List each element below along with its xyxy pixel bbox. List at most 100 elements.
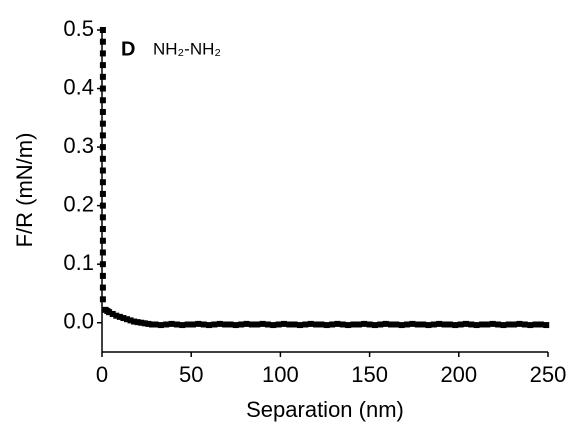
data-point (243, 320, 250, 327)
data-point (211, 321, 218, 328)
data-point (99, 179, 106, 186)
annotation: NH₂-NH₂ (153, 39, 221, 58)
data-point (195, 320, 202, 327)
data-point (457, 321, 464, 328)
data-point (99, 50, 106, 57)
data-point (532, 321, 539, 328)
data-point (99, 108, 106, 115)
data-point (270, 322, 277, 329)
data-point (168, 320, 175, 327)
data-point (264, 321, 271, 328)
data-point (297, 322, 304, 329)
data-point (500, 322, 507, 329)
data-point (99, 144, 106, 151)
y-tick-label: 0.3 (63, 133, 94, 158)
data-point (163, 321, 170, 328)
data-point (238, 321, 245, 328)
data-point (339, 321, 346, 328)
y-tick-label: 0.4 (63, 74, 94, 99)
data-point (527, 322, 534, 329)
data-point (179, 322, 186, 329)
data-point (157, 322, 164, 329)
data-point (113, 312, 120, 319)
data-point (216, 320, 223, 327)
data-point (152, 321, 159, 328)
data-point (286, 321, 293, 328)
data-point (99, 132, 106, 139)
data-point (99, 296, 106, 303)
data-point (99, 97, 106, 104)
x-axis-label: Separation (nm) (246, 397, 404, 422)
data-point (99, 73, 106, 80)
data-point (99, 261, 106, 268)
y-tick-label: 0.1 (63, 250, 94, 275)
y-tick-label: 0.5 (63, 16, 94, 41)
data-point (468, 321, 475, 328)
data-point (420, 321, 427, 328)
data-point (99, 249, 106, 256)
data-point (473, 322, 480, 329)
x-tick-label: 150 (351, 362, 388, 387)
data-point (414, 321, 421, 328)
data-point (441, 321, 448, 328)
data-point (478, 321, 485, 328)
data-point (206, 322, 213, 329)
data-point (489, 320, 496, 327)
data-point (99, 62, 106, 69)
data-point (382, 320, 389, 327)
data-point (495, 321, 502, 328)
y-axis-label: F/R (mN/m) (12, 133, 37, 248)
data-point (123, 316, 130, 323)
data-point (99, 202, 106, 209)
x-tick-label: 200 (440, 362, 477, 387)
x-tick-label: 250 (530, 362, 567, 387)
data-point (141, 320, 148, 327)
data-point (409, 320, 416, 327)
data-point (99, 214, 106, 221)
data-point (291, 321, 298, 328)
data-point (318, 321, 325, 328)
data-point (254, 321, 261, 328)
data-point (436, 320, 443, 327)
data-point (537, 321, 544, 328)
data-point (189, 321, 196, 328)
data-point (543, 322, 550, 329)
y-tick-label: 0.0 (63, 309, 94, 334)
data-point (99, 120, 106, 127)
data-point (173, 321, 180, 328)
data-point (99, 237, 106, 244)
data-point (116, 313, 123, 320)
data-point (109, 310, 116, 317)
y-tick-label: 0.2 (63, 191, 94, 216)
data-point (323, 322, 330, 329)
data-point (99, 284, 106, 291)
data-point (232, 322, 239, 329)
data-point (302, 321, 309, 328)
data-point (307, 320, 314, 327)
data-point (462, 320, 469, 327)
data-point (484, 321, 491, 328)
data-point (99, 155, 106, 162)
data-point (145, 320, 152, 327)
data-point (334, 320, 341, 327)
data-point (99, 226, 106, 233)
data-point (106, 309, 113, 316)
data-point (222, 321, 229, 328)
data-point (99, 167, 106, 174)
data-point (350, 321, 357, 328)
data-point (393, 321, 400, 328)
data-point (280, 320, 287, 327)
data-point (511, 321, 518, 328)
data-point (521, 321, 528, 328)
data-point (345, 322, 352, 329)
data-point (99, 38, 106, 45)
data-point (227, 321, 234, 328)
data-point (99, 272, 106, 279)
data-point (377, 321, 384, 328)
data-point (248, 321, 255, 328)
data-point (120, 315, 127, 322)
panel-label: D (121, 38, 135, 60)
data-point (505, 321, 512, 328)
data-point (138, 319, 145, 326)
data-point (404, 321, 411, 328)
